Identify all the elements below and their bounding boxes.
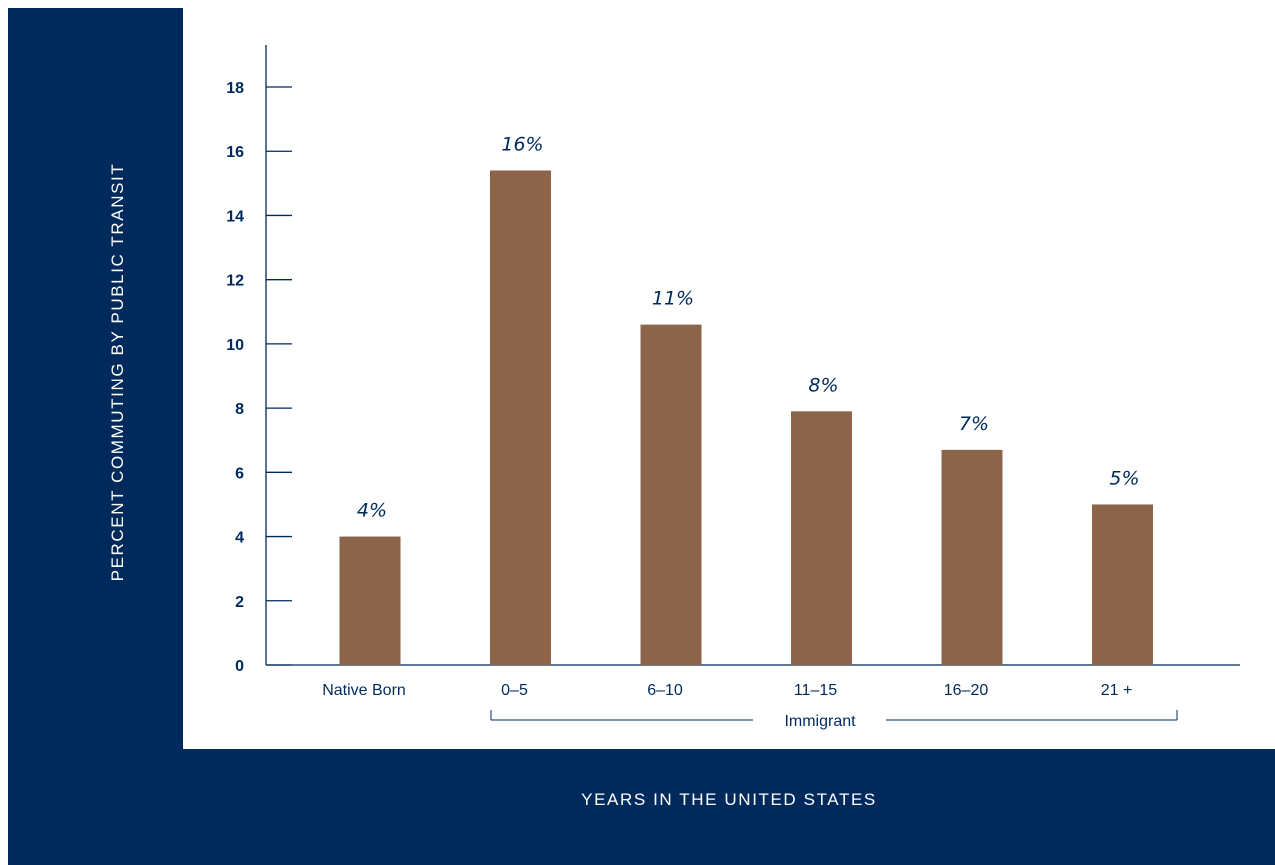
- category-label: 21 +: [1101, 682, 1133, 699]
- y-tick-label: 12: [226, 273, 244, 290]
- y-tick-label: 2: [235, 594, 244, 611]
- bar: [490, 170, 551, 665]
- y-tick-label: 6: [235, 465, 244, 482]
- category-label: 0–5: [501, 682, 528, 699]
- y-tick-label: 16: [226, 144, 244, 161]
- data-label: 7%: [959, 413, 989, 435]
- category-label: 6–10: [647, 682, 683, 699]
- data-label: 11%: [652, 288, 694, 310]
- bar: [339, 536, 401, 665]
- data-label: 5%: [1109, 467, 1139, 489]
- y-tick-label: 10: [226, 337, 244, 354]
- category-label: 16–20: [944, 682, 989, 699]
- y-tick-label: 8: [235, 401, 244, 418]
- x-axis-title: YEARS IN THE UNITED STATES: [581, 790, 877, 809]
- category-label: 11–15: [794, 682, 837, 699]
- group-label: Immigrant: [784, 713, 856, 730]
- y-tick-label: 4: [235, 530, 244, 547]
- category-label: Native Born: [322, 682, 406, 699]
- y-tick-label: 18: [226, 80, 244, 97]
- data-label: 4%: [357, 500, 387, 522]
- y-tick-label: 0: [235, 658, 244, 675]
- bar: [791, 411, 852, 665]
- data-label: 16%: [501, 133, 543, 155]
- bar: [1092, 504, 1153, 665]
- bar: [941, 449, 1003, 665]
- data-label: 8%: [808, 374, 838, 396]
- bar: [640, 324, 702, 665]
- y-tick-label: 14: [226, 208, 244, 225]
